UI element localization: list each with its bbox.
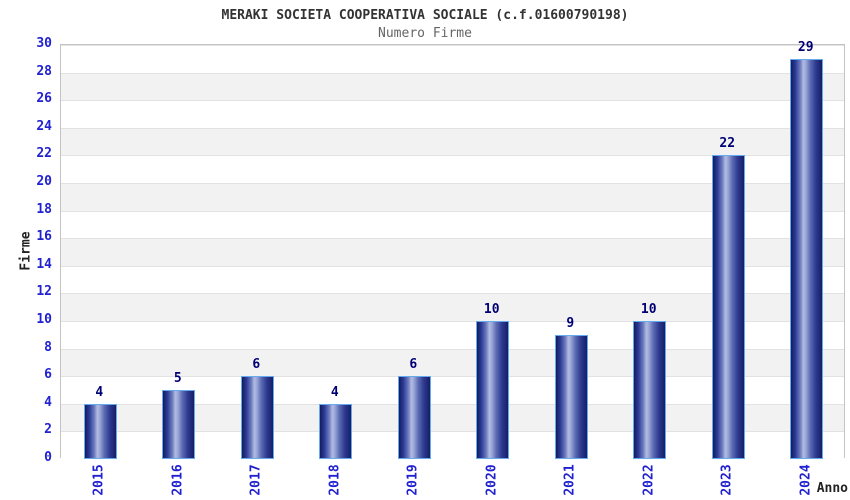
gridline bbox=[61, 210, 844, 212]
y-tick-22: 22 bbox=[36, 146, 52, 162]
gridline bbox=[61, 376, 844, 378]
chart-subtitle: Numero Firme bbox=[378, 26, 472, 41]
bar-value-label: 9 bbox=[566, 315, 575, 331]
bar-2015 bbox=[83, 403, 117, 459]
gridline bbox=[61, 127, 844, 129]
y-tick-28: 28 bbox=[36, 63, 52, 79]
bar-2016 bbox=[162, 390, 196, 459]
bar-2017 bbox=[240, 376, 274, 459]
y-tick-14: 14 bbox=[36, 256, 52, 272]
gridline bbox=[61, 45, 844, 46]
plot-area bbox=[60, 44, 845, 459]
x-tick-2022: 2022 bbox=[641, 464, 657, 496]
y-tick-6: 6 bbox=[44, 367, 52, 383]
plot-band bbox=[61, 127, 844, 156]
y-tick-8: 8 bbox=[44, 339, 52, 355]
gridline bbox=[61, 265, 844, 267]
bar-value-label: 10 bbox=[483, 302, 500, 317]
bar-value-label: 29 bbox=[797, 39, 814, 55]
bar-2020 bbox=[476, 321, 510, 459]
y-tick-30: 30 bbox=[36, 36, 52, 51]
bar-value-label: 6 bbox=[409, 357, 418, 373]
x-tick-2020: 2020 bbox=[484, 464, 500, 496]
gridline bbox=[61, 155, 844, 157]
x-tick-2016: 2016 bbox=[170, 464, 186, 496]
y-tick-2: 2 bbox=[44, 422, 52, 438]
y-tick-18: 18 bbox=[36, 201, 52, 217]
bar-2023 bbox=[711, 155, 745, 459]
y-tick-24: 24 bbox=[36, 118, 52, 134]
x-tick-2017: 2017 bbox=[248, 464, 264, 496]
bar-2024 bbox=[790, 58, 824, 459]
bar-value-label: 6 bbox=[252, 357, 261, 373]
plot-band bbox=[61, 100, 844, 128]
y-tick-26: 26 bbox=[36, 91, 52, 107]
y-tick-20: 20 bbox=[36, 174, 52, 189]
x-tick-2015: 2015 bbox=[91, 464, 107, 496]
x-tick-2023: 2023 bbox=[719, 464, 735, 496]
x-tick-2024: 2024 bbox=[798, 464, 814, 496]
bar-2022 bbox=[633, 321, 667, 459]
bar-2019 bbox=[397, 376, 431, 459]
bar-value-label: 22 bbox=[719, 136, 736, 152]
gridline bbox=[61, 403, 844, 405]
gridline bbox=[61, 238, 844, 240]
y-tick-0: 0 bbox=[44, 450, 52, 465]
chart-title: MERAKI SOCIETA COOPERATIVA SOCIALE (c.f.… bbox=[221, 8, 629, 23]
y-tick-16: 16 bbox=[36, 229, 52, 245]
y-tick-10: 10 bbox=[36, 312, 52, 327]
bar-value-label: 4 bbox=[95, 384, 104, 400]
x-tick-2018: 2018 bbox=[327, 464, 343, 496]
gridline bbox=[61, 321, 844, 322]
bar-value-label: 10 bbox=[640, 302, 657, 317]
x-tick-2019: 2019 bbox=[405, 464, 421, 496]
gridline bbox=[61, 72, 844, 74]
x-tick-2021: 2021 bbox=[562, 464, 578, 496]
gridline bbox=[61, 183, 844, 184]
bar-2021 bbox=[554, 334, 588, 459]
gridline bbox=[61, 293, 844, 295]
bar-2018 bbox=[319, 403, 353, 459]
y-tick-4: 4 bbox=[44, 394, 52, 410]
x-axis-title: Anno bbox=[816, 481, 848, 496]
plot-band bbox=[61, 72, 844, 101]
plot-band bbox=[61, 45, 844, 73]
bar-value-label: 4 bbox=[330, 384, 339, 400]
gridline bbox=[61, 431, 844, 433]
bar-value-label: 5 bbox=[173, 371, 182, 386]
y-tick-12: 12 bbox=[36, 284, 52, 300]
gridline bbox=[61, 348, 844, 350]
gridline bbox=[61, 100, 844, 102]
